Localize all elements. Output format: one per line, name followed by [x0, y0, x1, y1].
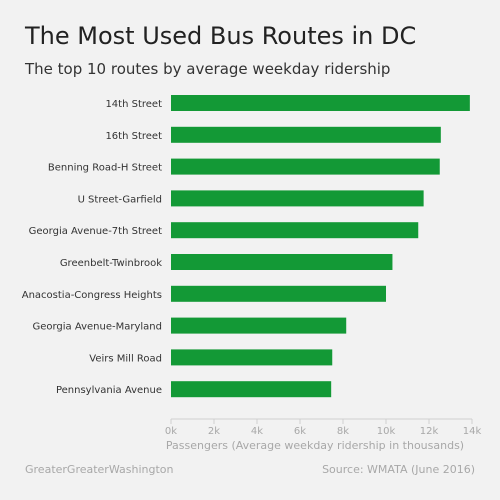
bar-u-street-garfield: [171, 190, 424, 207]
x-tick-label: 6k: [294, 426, 306, 437]
x-tick-label: 12k: [420, 426, 439, 437]
x-tick-label: 8k: [337, 426, 349, 437]
footer-credit: GreaterGreaterWashington: [25, 463, 174, 476]
category-label: Georgia Avenue-Maryland: [32, 322, 162, 333]
footer-source: Source: WMATA (June 2016): [322, 463, 475, 476]
bar-georgia-avenue-7th-street: [171, 222, 419, 239]
x-tick-label: 10k: [377, 426, 396, 437]
category-label: U Street-Garfield: [78, 194, 162, 205]
bar-benning-road-h-street: [171, 158, 440, 175]
bar-georgia-avenue-maryland: [171, 317, 347, 334]
chart-title: The Most Used Bus Routes in DC: [25, 22, 417, 50]
bar-greenbelt-twinbrook: [171, 254, 393, 270]
x-tick-label: 0k: [165, 426, 177, 437]
bar-pennsylvania-avenue: [171, 381, 332, 398]
bar-anacostia-congress-heights: [171, 285, 386, 302]
category-label: Pennsylvania Avenue: [56, 385, 162, 396]
x-tick-label: 4k: [251, 426, 263, 437]
bar-veirs-mill-road: [171, 349, 333, 366]
bar-16th-street: [171, 126, 441, 143]
category-label: 16th Street: [105, 131, 162, 142]
category-label: Georgia Avenue-7th Street: [29, 226, 162, 237]
category-label: 14th Street: [105, 99, 162, 110]
x-axis-label: Passengers (Average weekday ridership in…: [166, 439, 464, 452]
chart-subtitle: The top 10 routes by average weekday rid…: [25, 60, 391, 78]
category-label: Anacostia-Congress Heights: [22, 290, 162, 301]
x-tick-label: 14k: [463, 426, 482, 437]
category-label: Benning Road-H Street: [48, 163, 162, 174]
x-tick-label: 2k: [208, 426, 220, 437]
category-label: Veirs Mill Road: [89, 353, 162, 364]
category-label: Greenbelt-Twinbrook: [60, 258, 162, 269]
bar-14th-street: [171, 95, 470, 111]
